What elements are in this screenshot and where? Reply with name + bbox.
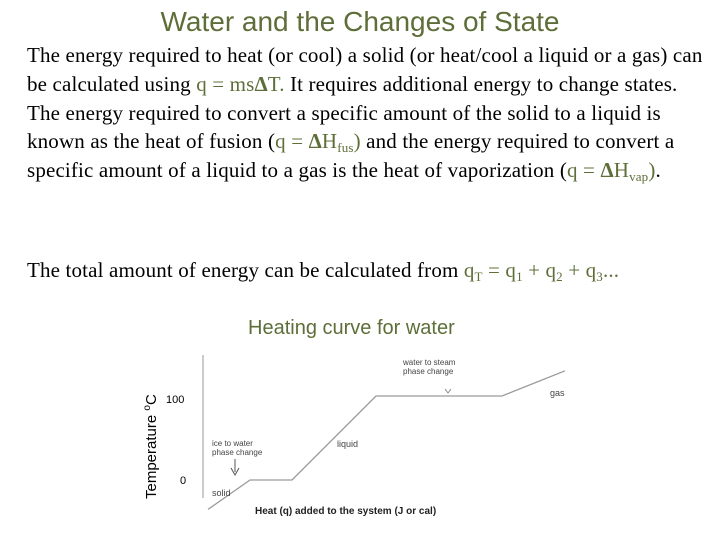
y-tick-label: 0 [180, 475, 186, 487]
formula-heat-of-fusion: q = ΔHfus) [275, 129, 361, 156]
heating-curve-chart: 100 0 ice to water phase change water to… [166, 355, 566, 517]
formula-heat-of-vaporization: q = ΔHvap) [567, 158, 656, 185]
chart-title: Heating curve for water [248, 317, 455, 339]
y-tick-label: 100 [166, 394, 184, 406]
vaporization-arrowhead-icon [444, 388, 452, 394]
label-solid: solid [212, 488, 231, 498]
total-energy-paragraph: The total amount of energy can be calcul… [27, 256, 707, 285]
annotation-ice-to-water: ice to water [212, 439, 253, 448]
annotation-phase-change: phase change [403, 367, 454, 376]
paragraph-text: . [655, 158, 661, 183]
heating-curve-line [207, 370, 566, 510]
heat-energy-paragraph: The energy required to heat (or cool) a … [27, 41, 707, 185]
label-liquid: liquid [337, 439, 358, 449]
fusion-arrowhead-icon [230, 467, 240, 477]
formula-total-energy: qT = q1 + q2 + q3... [463, 258, 620, 284]
annotation-phase-change: phase change [212, 448, 263, 457]
formula-q-ms-delta-t: q = msΔT. [196, 71, 285, 96]
paragraph-text: The energy required to heat (or cool) a … [27, 43, 703, 96]
paragraph-text: It requires additional energy to change … [27, 71, 678, 154]
chart-y-axis-label: Temperature oC [142, 394, 160, 499]
chart-x-axis-label: Heat (q) added to the system (J or cal) [255, 506, 436, 517]
paragraph-text: The total amount of energy can be calcul… [27, 258, 464, 282]
paragraph-text: and the energy required to convert a spe… [27, 129, 675, 183]
label-gas: gas [550, 388, 565, 398]
annotation-water-to-steam: water to steam [402, 358, 456, 367]
slide-title: Water and the Changes of State [160, 6, 560, 37]
